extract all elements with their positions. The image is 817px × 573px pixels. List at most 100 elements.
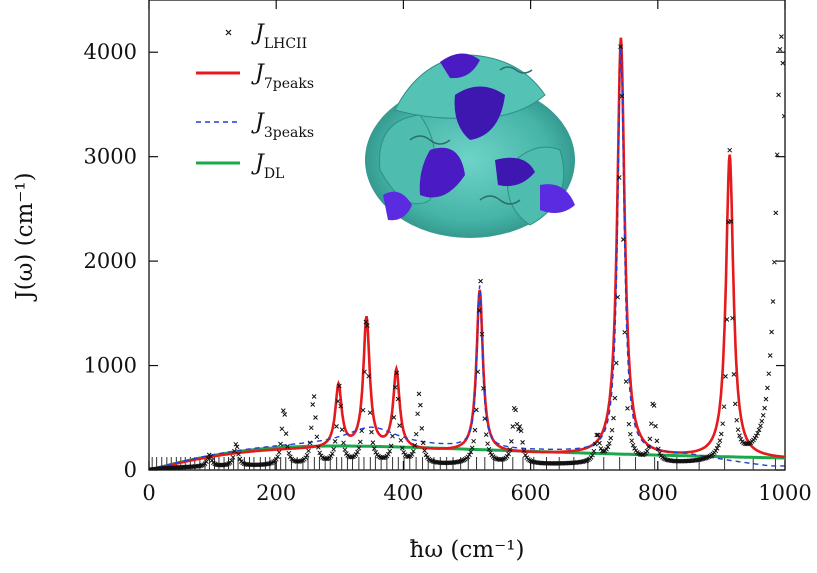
lhcii-point xyxy=(772,259,777,265)
lhcii-point xyxy=(471,438,476,444)
lhcii-point xyxy=(779,34,784,39)
lhcii-point xyxy=(268,460,274,466)
lhcii-point xyxy=(304,452,310,458)
lhcii-point xyxy=(755,430,761,436)
lhcii-point xyxy=(611,415,616,421)
lhcii-point xyxy=(717,438,723,443)
lhcii-point xyxy=(276,449,282,455)
lhcii-point xyxy=(283,431,289,436)
y-tick-label: 0 xyxy=(124,458,137,482)
lhcii-point xyxy=(759,418,765,424)
lhcii-point xyxy=(625,406,630,411)
lhcii-point xyxy=(367,410,373,416)
x-axis-label-text: ħω (cm⁻¹) xyxy=(410,537,525,563)
lhcii-point xyxy=(364,323,370,328)
lhcii-point xyxy=(762,405,767,411)
lhcii-point xyxy=(769,329,774,335)
lhcii-point xyxy=(753,433,759,439)
lhcii-point xyxy=(730,315,735,321)
lhcii-point xyxy=(411,448,416,454)
lhcii-point xyxy=(369,429,374,435)
legend-entry-dl: JDL xyxy=(196,151,284,182)
lhcii-point xyxy=(339,427,345,432)
lhcii-point xyxy=(230,454,236,460)
lhcii-point xyxy=(776,92,781,98)
pigment-patch-lower-left xyxy=(383,191,412,221)
lhcii-point xyxy=(732,401,738,407)
lhcii-point xyxy=(655,446,661,452)
lhcii-point xyxy=(457,459,462,464)
lhcii-point xyxy=(781,113,785,119)
lhcii-point xyxy=(488,450,493,456)
lhcii-point xyxy=(765,385,770,391)
lhcii-point xyxy=(303,455,309,461)
lhcii-point xyxy=(609,427,615,433)
lhcii-point xyxy=(595,432,601,438)
pigment-patch-right xyxy=(495,157,535,187)
lhcii-point xyxy=(371,446,377,451)
lhcii-point xyxy=(604,446,609,452)
legend-label-lhcii: JLHCII xyxy=(251,21,307,52)
lhcii-point xyxy=(399,445,405,451)
lhcii-point xyxy=(306,448,311,454)
lhcii-point xyxy=(474,407,479,413)
lhcii-point xyxy=(632,446,637,451)
pigment-patch-center xyxy=(454,86,505,140)
legend-label-dl: JDL xyxy=(251,151,284,182)
series-lhcii-markers xyxy=(149,34,785,470)
lhcii-point xyxy=(766,371,772,377)
lhcii-point xyxy=(523,452,528,458)
lhcii-point xyxy=(626,421,632,427)
y-tick-label: 1000 xyxy=(84,354,137,378)
lhcii-point xyxy=(720,421,726,427)
lhcii-point xyxy=(629,438,635,444)
lhcii-point xyxy=(640,452,646,458)
lhcii-point xyxy=(588,455,594,460)
y-axis-label: J(ω) (cm⁻¹) xyxy=(12,172,38,301)
lhcii-point xyxy=(331,446,337,452)
lhcii-point xyxy=(623,379,629,384)
lhcii-point xyxy=(504,454,510,459)
lhcii-point xyxy=(332,439,338,444)
lhcii-point xyxy=(308,425,314,431)
lhcii-point xyxy=(356,445,362,451)
lhcii-point xyxy=(458,458,464,464)
lhcii-point xyxy=(285,444,290,449)
y-tick-label: 4000 xyxy=(84,40,137,64)
lhcii-point xyxy=(521,448,527,453)
x-tick-label: 800 xyxy=(638,481,678,505)
lhcii-point xyxy=(483,432,489,437)
lhcii-point xyxy=(315,444,321,450)
legend-marker-lhcii xyxy=(225,29,232,36)
lhcii-point xyxy=(381,455,387,460)
x-tick-label: 600 xyxy=(511,481,551,505)
lhcii-point xyxy=(618,44,623,50)
lhcii-point xyxy=(390,433,395,439)
lhcii-point xyxy=(419,426,425,431)
lhcii-point xyxy=(721,404,727,410)
y-tick-label: 2000 xyxy=(84,249,137,273)
lhcii-point xyxy=(731,372,737,377)
lhcii-point xyxy=(647,436,653,442)
lhcii-point xyxy=(507,447,513,452)
lhcii-point xyxy=(208,454,213,460)
lhcii-point xyxy=(622,329,628,335)
series-layer xyxy=(149,34,785,470)
lhcii-point xyxy=(205,455,211,461)
lhcii-point xyxy=(583,458,588,464)
lhcii-point xyxy=(229,458,234,464)
lhcii-point xyxy=(385,451,391,457)
lhcii-point xyxy=(615,294,621,300)
lhcii-point xyxy=(198,463,204,469)
lhcii-point xyxy=(627,431,633,437)
lhcii-point xyxy=(273,456,279,462)
y-axis-label-text: J(ω) (cm⁻¹) xyxy=(12,172,38,301)
lhcii-point xyxy=(657,450,663,456)
lhcii-point xyxy=(770,299,776,304)
lhcii-point xyxy=(360,407,366,413)
lhcii-point xyxy=(481,386,486,391)
lhcii-point xyxy=(234,444,240,450)
lhcii-point xyxy=(703,455,709,461)
lhcii-point xyxy=(412,443,418,448)
